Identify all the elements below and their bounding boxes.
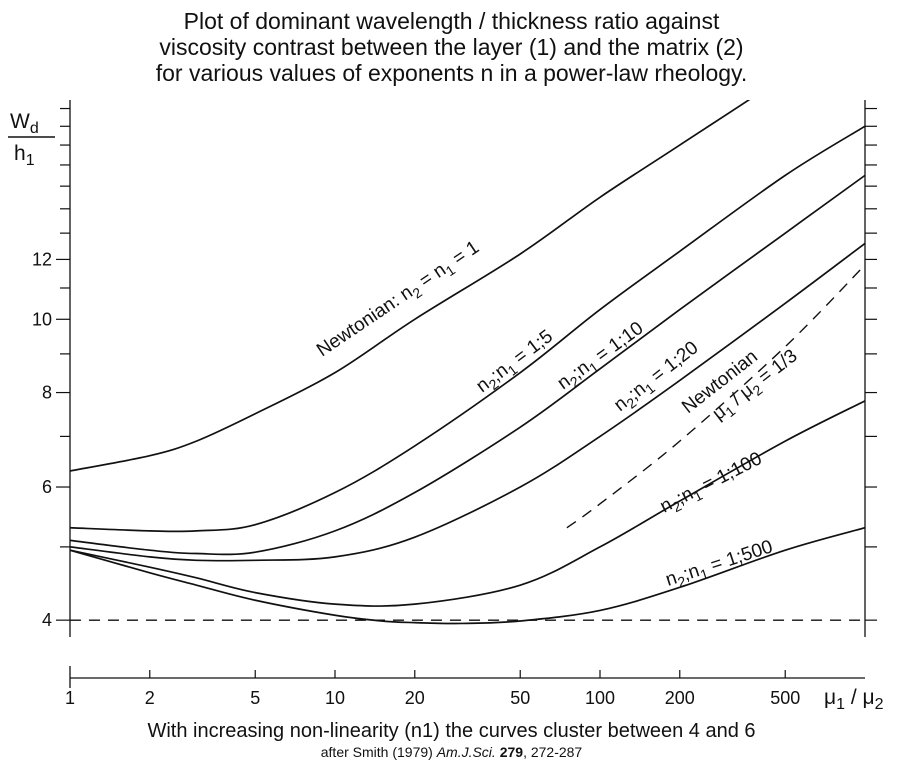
series-group	[70, 100, 865, 625]
x-tick-label: 100	[585, 688, 615, 708]
y-tick-label: 10	[32, 309, 52, 329]
axis-titles: Wd h1 μ1 / μ2	[8, 110, 884, 713]
chart-title-line-3: for various values of exponents n in a p…	[155, 60, 748, 86]
x-tick-label: 1	[65, 688, 75, 708]
series-line-1	[70, 125, 865, 533]
x-tick-label: 200	[665, 688, 695, 708]
curve-label-1-500: n2;n1 = 1;500	[663, 536, 776, 593]
x-tick-label: 20	[405, 688, 425, 708]
series-line-2	[70, 174, 865, 556]
x-tick-label: 2	[145, 688, 155, 708]
chart-title-line-2: viscosity contrast between the layer (1)…	[159, 34, 744, 60]
series-line-4	[566, 264, 865, 529]
y-axis-label-bottom: h1	[14, 142, 35, 169]
curve-label-newtonian: Newtonian: n2 = n1 = 1	[313, 237, 485, 364]
series-line-3	[70, 242, 865, 562]
curve-label-newtonian-1-3: Newtonian μ1 / μ2 = 1/3	[678, 346, 803, 427]
curve-label-1-5: n2;n1 = 1;5	[472, 326, 558, 399]
y-tick-label: 8	[42, 383, 52, 403]
x-axis-label: μ1 / μ2	[824, 686, 884, 713]
y-tick-label: 6	[42, 477, 52, 497]
citation: after Smith (1979) Am.J.Sci. 279, 272-28…	[320, 744, 583, 760]
curve-label-1-100: n2;n1 = 1;100	[657, 448, 767, 520]
chart-title-line-1: Plot of dominant wavelength / thickness …	[183, 8, 720, 34]
x-tick-label: 5	[250, 688, 260, 708]
series-line-5	[70, 400, 865, 607]
x-tick-label: 50	[510, 688, 530, 708]
x-tick-label: 500	[770, 688, 800, 708]
series-line-0	[70, 100, 751, 472]
x-tick-label: 10	[325, 688, 345, 708]
curve-labels: Newtonian: n2 = n1 = 1 n2;n1 = 1;5 n2;n1…	[313, 237, 803, 594]
chart-caption: With increasing non-linearity (n1) the c…	[147, 720, 756, 742]
y-axis-label-top: Wd	[10, 110, 39, 137]
y-tick-label: 4	[42, 610, 52, 630]
y-tick-label: 12	[32, 249, 52, 269]
series-line-6	[70, 526, 865, 625]
